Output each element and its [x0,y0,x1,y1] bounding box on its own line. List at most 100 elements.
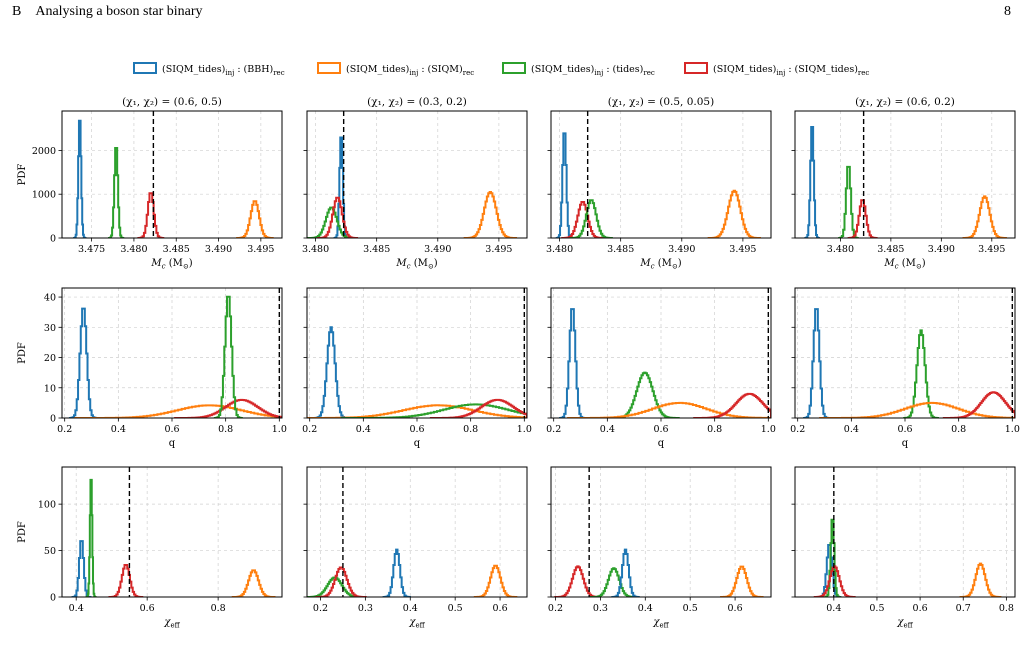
x-tick-label: 3.485 [877,244,904,255]
axes-frame [306,466,528,598]
x-tick-label: 3.485 [607,244,634,255]
x-tick-label: 0.2 [57,424,72,435]
x-tick-label: 0.4 [69,603,84,614]
x-tick-label: 0.5 [683,603,698,614]
x-axis-label: χeff [896,617,913,630]
x-tick-label: 0.8 [999,603,1014,614]
x-tick-label: 3.495 [485,244,512,255]
x-tick-label: 0.6 [913,603,928,614]
histogram-tides [838,165,859,238]
histogram-bbh [68,307,98,418]
x-tick-label: 3.480 [120,244,147,255]
x-axis-label: Mc (M⊙) [883,258,925,271]
panel-r2-c2: 0.2 0.3 0.4 0.5 0.6 χeff [547,466,772,630]
y-tick-label: 10 [44,383,56,394]
histogram-tides [824,518,841,597]
histogram-siqm [463,191,517,238]
x-tick-label: 3.490 [205,244,232,255]
panel-r0-c2: 3.480 3.485 3.490 3.495 Mc (M⊙) (χ₁, χ₂) = (0… [546,96,772,271]
legend-label-siqm: (SIQM_tides)inj : (SIQM)rec [346,64,474,77]
histogram-bbh [559,308,586,418]
panel-title: (χ₁, χ₂) = (0.6, 0.2) [855,96,955,108]
x-axis-label: q [414,438,421,449]
x-tick-label: 0.4 [844,424,859,435]
plot-area [307,548,518,597]
panel-r2-c1: 0.2 0.3 0.4 0.5 0.6 χeff [303,466,528,630]
page-header-section: B Analysing a boson star binary [12,4,203,20]
panel-r2-c0: 0.4 0.6 0.8 0 50 100 χeff PDF [17,466,283,630]
histogram-bbh [73,119,87,238]
legend-label-tides: (SIQM_tides)inj : (tides)rec [531,64,655,77]
y-tick-label: 100 [38,500,56,511]
histogram-siqm [720,565,764,597]
panel-r0-c1: 3.480 3.485 3.490 3.495 Mc (M⊙) (χ₁, χ₂) = (0… [302,96,528,271]
y-axis-label: PDF [17,164,28,186]
histogram-siqm_tides [554,565,602,597]
histogram-bbh [555,132,574,238]
x-tick-label: 3.490 [424,244,451,255]
y-tick-label: 30 [44,323,56,334]
panel-title: (χ₁, χ₂) = (0.5, 0.05) [608,96,714,108]
panel-r0-c3: 3.480 3.485 3.490 3.495 Mc (M⊙) (χ₁, χ₂) = (0… [791,96,1016,271]
legend-label-bbh: (SIQM_tides)inj : (BBH)rec [162,64,285,77]
x-axis-label: q [658,438,665,449]
histogram-tides [569,199,613,238]
legend-swatch-tides [502,62,526,74]
y-tick-label: 2000 [32,146,56,157]
y-tick-label: 0 [50,414,56,425]
panel-r1-c3: 0.2 0.4 0.6 0.8 1.0 q [790,287,1020,449]
x-tick-label: 0.5 [869,603,884,614]
histogram-siqm [959,562,1002,597]
x-tick-label: 0.4 [600,424,615,435]
legend-swatch-bbh [133,62,157,74]
x-tick-label: 1.0 [1005,424,1020,435]
x-tick-label: 0.8 [707,424,722,435]
histogram-bbh [313,326,350,418]
x-tick-label: 1.0 [517,424,532,435]
x-axis-label: χeff [652,617,669,630]
x-tick-label: 0.3 [358,603,373,614]
histogram-bbh [333,136,349,238]
histogram-tides [85,478,97,597]
legend-entry-siqm: (SIQM_tides)inj : (SIQM)rec [317,62,474,77]
histogram-siqm_tides [137,192,165,238]
section-label: B [12,4,22,19]
x-axis-label: χeff [408,617,425,630]
x-tick-label: 0.8 [463,424,478,435]
histogram-siqm [236,200,274,238]
x-tick-label: 0.6 [140,603,155,614]
plot-area [71,478,276,597]
histogram-siqm [819,401,1015,418]
axes-frame [61,110,283,239]
x-tick-label: 0.6 [409,424,424,435]
histogram-siqm_tides [317,196,359,238]
x-tick-label: 3.490 [668,244,695,255]
histogram-siqm_tides [847,199,878,238]
x-tick-label: 0.3 [593,603,608,614]
legend-swatch-siqm_tides [684,62,708,74]
x-tick-label: 0.4 [826,603,841,614]
panel-title: (χ₁, χ₂) = (0.3, 0.2) [367,96,467,108]
plot-area [559,308,771,418]
x-axis-label: χeff [163,617,180,630]
histogram-tides [108,146,125,238]
x-tick-label: 1.0 [761,424,776,435]
x-tick-label: 0.6 [493,603,508,614]
x-tick-label: 0.2 [548,603,563,614]
y-tick-label: 0 [50,593,56,604]
histogram-siqm [567,401,771,418]
x-axis-label: q [902,438,909,449]
x-axis-label: Mc (M⊙) [150,258,192,271]
x-axis-label: Mc (M⊙) [639,258,681,271]
x-tick-label: 0.4 [638,603,653,614]
histogram-siqm [707,189,761,238]
histogram-tides [213,295,243,418]
y-axis-label: PDF [17,521,28,543]
legend-swatch-siqm [317,62,341,74]
x-tick-label: 3.475 [78,244,105,255]
histogram-siqm_tides [693,392,771,418]
histogram-siqm [231,569,276,597]
x-tick-label: 0.6 [728,603,743,614]
x-tick-label: 0.6 [897,424,912,435]
